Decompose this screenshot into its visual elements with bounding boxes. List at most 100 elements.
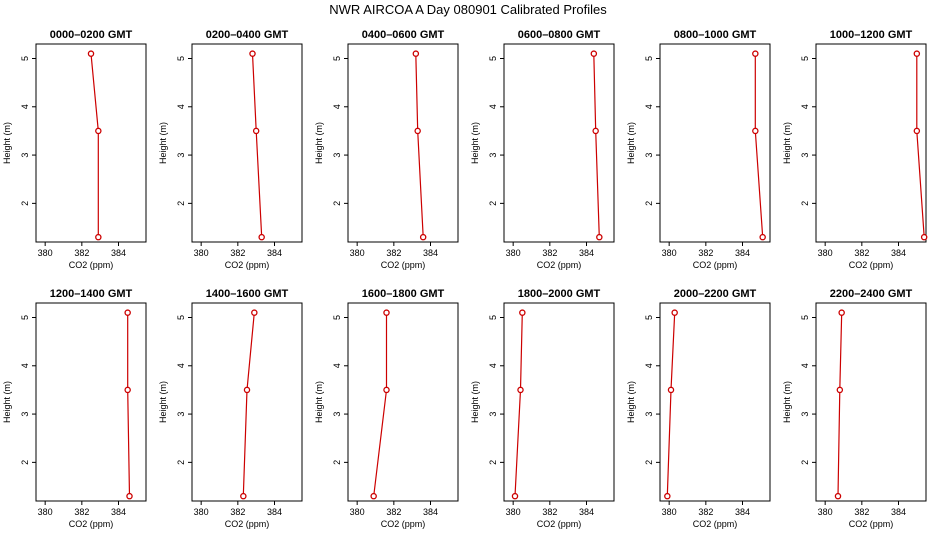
profile-point xyxy=(240,492,247,500)
panel-10: 1800–2000 GMT 380 382 384 2 3 4 5 CO2 (ppm) Heigh… xyxy=(470,288,615,529)
x-axis-label: CO2 (ppm) xyxy=(225,519,270,529)
x-tick-label: 380 xyxy=(350,248,365,258)
panel-7: 1200–1400 GMT 380 382 384 2 3 4 5 CO2 (ppm) Heigh… xyxy=(2,288,147,529)
y-tick-label: 3 xyxy=(176,412,186,417)
x-tick-label: 384 xyxy=(735,507,750,517)
y-axis-label: Height (m) xyxy=(782,381,792,423)
profile-point xyxy=(913,127,921,135)
x-axis-label: CO2 (ppm) xyxy=(381,519,426,529)
profile-point xyxy=(251,309,258,316)
profile-point xyxy=(920,233,928,241)
x-tick-label: 384 xyxy=(423,507,438,517)
panel-6: 1000–1200 GMT 380 382 384 2 3 4 5 CO2 (ppm) Heigh… xyxy=(782,29,928,270)
profile-point xyxy=(752,127,759,135)
y-axis-label: Height (m) xyxy=(470,122,480,164)
panel-3: 0400–0600 GMT 380 382 384 2 3 4 5 CO2 (ppm) Heigh… xyxy=(314,29,459,270)
x-tick-label: 380 xyxy=(506,248,521,258)
profile-point xyxy=(370,492,377,500)
profile-point xyxy=(414,127,421,135)
panel-title: 2200–2400 GMT xyxy=(830,288,913,300)
plot-frame xyxy=(35,302,147,502)
profile-point xyxy=(592,127,599,135)
x-axis-label: CO2 (ppm) xyxy=(693,260,738,270)
y-axis-label: Height (m) xyxy=(314,122,324,164)
y-tick-label: 5 xyxy=(800,56,810,61)
y-tick-label: 5 xyxy=(176,315,186,320)
y-tick-label: 2 xyxy=(332,201,342,206)
plot-frame xyxy=(503,43,615,243)
y-tick-label: 5 xyxy=(20,315,30,320)
profile-point xyxy=(596,233,603,241)
x-tick-label: 382 xyxy=(698,248,713,258)
x-tick-label: 384 xyxy=(111,248,126,258)
plot-frame xyxy=(503,302,615,502)
y-tick-label: 2 xyxy=(800,201,810,206)
x-tick-label: 380 xyxy=(194,248,209,258)
x-tick-label: 382 xyxy=(230,507,245,517)
profile-point xyxy=(664,492,671,500)
panel-title: 2000–2200 GMT xyxy=(674,288,757,300)
y-tick-label: 4 xyxy=(332,104,342,109)
y-tick-label: 5 xyxy=(644,315,654,320)
profile-point xyxy=(590,50,598,57)
y-tick-label: 2 xyxy=(488,460,498,465)
profile-point xyxy=(95,233,102,241)
profile-point xyxy=(419,233,427,241)
y-tick-label: 4 xyxy=(488,363,498,368)
panel-2: 0200–0400 GMT 380 382 384 2 3 4 5 CO2 (ppm) Heigh… xyxy=(158,29,303,270)
profile-point xyxy=(836,386,844,394)
plot-frame xyxy=(347,302,459,502)
profile-point xyxy=(252,127,260,135)
panel-1: 0000–0200 GMT 380 382 384 2 3 4 5 CO2 (ppm) Heigh… xyxy=(2,29,147,270)
y-tick-label: 4 xyxy=(176,363,186,368)
y-axis-label: Height (m) xyxy=(158,381,168,423)
panel-title: 0800–1000 GMT xyxy=(674,29,757,41)
y-axis-label: Height (m) xyxy=(314,381,324,423)
profile-point xyxy=(519,309,526,316)
x-tick-label: 384 xyxy=(579,507,594,517)
x-tick-label: 382 xyxy=(542,248,557,258)
y-tick-label: 4 xyxy=(176,104,186,109)
y-tick-label: 5 xyxy=(644,56,654,61)
x-tick-label: 380 xyxy=(194,507,209,517)
x-tick-label: 384 xyxy=(267,248,282,258)
x-tick-label: 384 xyxy=(423,248,438,258)
y-tick-label: 3 xyxy=(800,412,810,417)
y-tick-label: 2 xyxy=(20,201,30,206)
x-tick-label: 380 xyxy=(818,248,833,258)
panel-title: 1600–1800 GMT xyxy=(362,288,445,300)
x-tick-label: 382 xyxy=(854,507,869,517)
y-tick-label: 2 xyxy=(644,460,654,465)
y-tick-label: 2 xyxy=(20,460,30,465)
y-tick-label: 3 xyxy=(800,153,810,158)
y-tick-label: 4 xyxy=(644,363,654,368)
y-tick-label: 4 xyxy=(20,104,30,109)
panel-4: 0600–0800 GMT 380 382 384 2 3 4 5 CO2 (ppm) Heigh… xyxy=(470,29,615,270)
y-tick-label: 3 xyxy=(488,153,498,158)
plot-frame xyxy=(659,43,771,243)
x-tick-label: 380 xyxy=(350,507,365,517)
x-axis-label: CO2 (ppm) xyxy=(381,260,426,270)
profile-point xyxy=(95,127,102,135)
x-tick-label: 380 xyxy=(506,507,521,517)
panel-9: 1600–1800 GMT 380 382 384 2 3 4 5 CO2 (ppm) Heigh… xyxy=(314,288,459,529)
plot-frame xyxy=(347,43,459,243)
y-axis-label: Height (m) xyxy=(158,122,168,164)
panel-12: 2200–2400 GMT 380 382 384 2 3 4 5 CO2 (ppm) Heigh… xyxy=(782,288,927,529)
plot-frame xyxy=(191,302,303,502)
profile-point xyxy=(412,50,420,57)
profile-point xyxy=(249,50,256,57)
profile-point xyxy=(838,309,845,316)
panel-title: 1800–2000 GMT xyxy=(518,288,601,300)
profile-point xyxy=(124,386,131,394)
y-tick-label: 3 xyxy=(176,153,186,158)
x-tick-label: 384 xyxy=(891,507,906,517)
x-tick-label: 382 xyxy=(854,248,869,258)
x-tick-label: 382 xyxy=(698,507,713,517)
x-axis-label: CO2 (ppm) xyxy=(537,260,582,270)
y-tick-label: 4 xyxy=(800,104,810,109)
x-tick-label: 382 xyxy=(230,248,245,258)
profile-point xyxy=(834,492,842,500)
profile-point xyxy=(759,233,766,241)
